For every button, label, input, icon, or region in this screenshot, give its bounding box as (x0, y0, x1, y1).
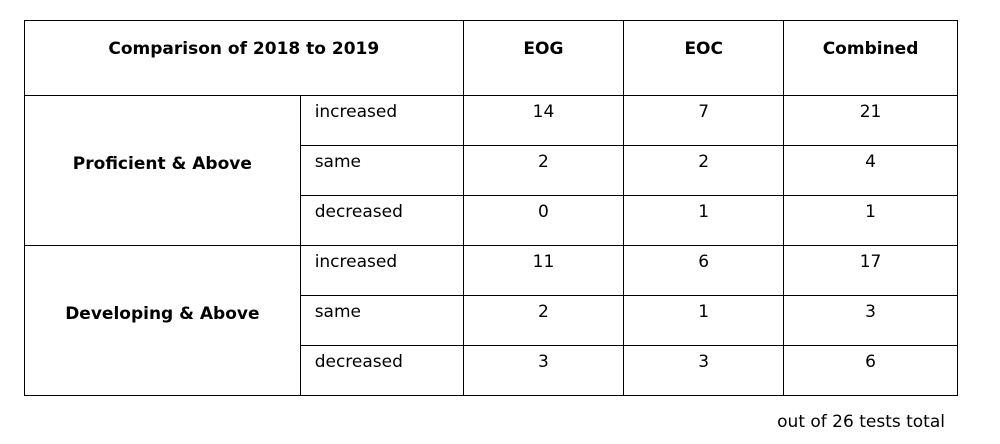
table-row: decreased 0 1 1 (25, 195, 958, 246)
value-cell: 6 (783, 345, 958, 396)
header-cell: Comparison of 2018 to 2019 (24, 20, 464, 96)
value-cell: 3 (462, 345, 625, 396)
table-row: same 2 2 4 (25, 145, 958, 196)
comparison-table: Comparison of 2018 to 2019 EOG EOC Combi… (24, 20, 958, 396)
value-cell: 3 (623, 345, 785, 396)
value-cell: 17 (783, 245, 958, 296)
value-cell: 7 (623, 95, 785, 146)
value-cell: 0 (462, 195, 625, 246)
row-label: same (299, 295, 464, 346)
header-cell: Combined (783, 20, 958, 96)
value-cell: 6 (623, 245, 785, 296)
value-cell: 1 (623, 195, 785, 246)
table-row: Developing & Above increased 11 6 17 (24, 245, 958, 396)
header-cell: EOC (623, 20, 785, 96)
footnote: out of 26 tests total (777, 412, 945, 432)
value-cell: 4 (783, 145, 958, 196)
row-label: same (299, 145, 464, 196)
header-row: Comparison of 2018 to 2019 EOG EOC Combi… (24, 20, 958, 96)
row-label: increased (299, 245, 464, 296)
group-label: Proficient & Above (24, 95, 301, 246)
value-cell: 1 (783, 195, 958, 246)
row-label: increased (299, 95, 464, 146)
value-cell: 2 (462, 145, 625, 196)
header-cell: EOG (462, 20, 625, 96)
value-cell: 11 (462, 245, 625, 296)
value-cell: 3 (783, 295, 958, 346)
table-body: Proficient & Above increased 14 7 21 same 2 2 4 d… (24, 95, 958, 396)
group-label: Developing & Above (24, 245, 301, 396)
value-cell: 2 (462, 295, 625, 346)
value-cell: 21 (783, 95, 958, 146)
value-cell: 1 (623, 295, 785, 346)
row-label: decreased (299, 195, 464, 246)
value-cell: 2 (623, 145, 785, 196)
row-label: decreased (299, 345, 464, 396)
table-row: decreased 3 3 6 (25, 345, 958, 396)
table-row: Proficient & Above increased 14 7 21 (24, 95, 958, 246)
value-cell: 14 (462, 95, 625, 146)
